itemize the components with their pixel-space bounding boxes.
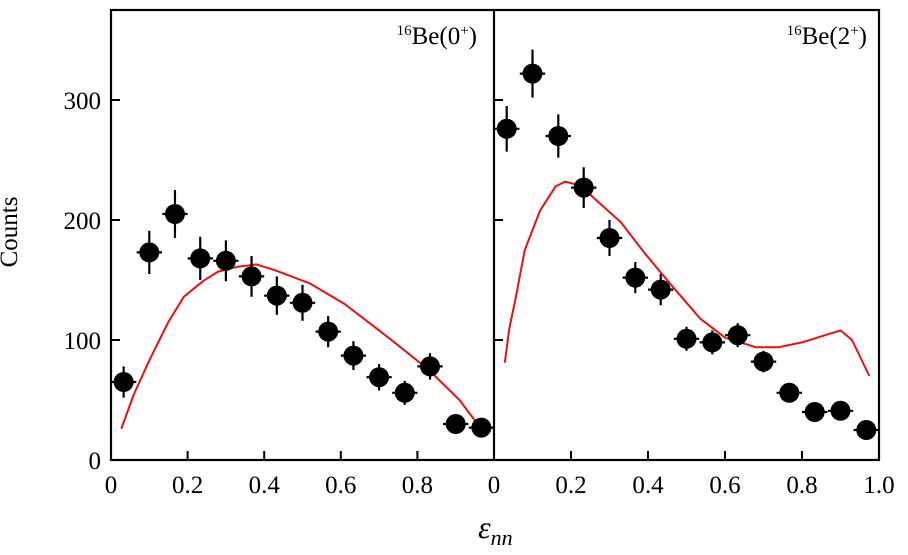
panel-label-1-text: Be(2 bbox=[802, 23, 851, 50]
model-curve-0 bbox=[120, 263, 476, 430]
data-point-1-10 bbox=[750, 350, 777, 373]
data-point-1-4 bbox=[596, 220, 623, 256]
panel-label-0-mass: 16 bbox=[397, 23, 413, 39]
x-axis-title-sub: nn bbox=[491, 525, 513, 550]
data-point-0-0 bbox=[111, 366, 137, 398]
data-point-0-13 bbox=[443, 414, 469, 434]
x-axis-title-main: ε bbox=[478, 509, 491, 545]
data-marker bbox=[856, 420, 877, 440]
data-marker bbox=[496, 118, 517, 139]
y-tick-label-3: 300 bbox=[64, 88, 102, 115]
data-point-1-11 bbox=[776, 382, 802, 403]
data-point-1-0 bbox=[494, 106, 520, 152]
axis-ticks: 0 0.2 0.4 0.6 0.8 0 0.2 0.4 0.6 0.8 1.0 0 100 200 300 bbox=[64, 88, 895, 499]
data-point-0-9 bbox=[340, 341, 367, 370]
data-marker bbox=[753, 351, 774, 372]
data-point-0-11 bbox=[392, 380, 418, 405]
data-point-0-2 bbox=[162, 190, 188, 238]
plot-frames bbox=[109, 8, 881, 462]
data-marker bbox=[650, 279, 671, 300]
x-tick-label-1-5: 1.0 bbox=[863, 472, 894, 499]
data-marker bbox=[369, 367, 390, 388]
x-axis-title: εnn bbox=[478, 509, 513, 550]
data-point-1-7 bbox=[673, 326, 700, 351]
data-marker bbox=[292, 292, 313, 313]
y-tick-label-2: 200 bbox=[64, 208, 102, 235]
y-tick-label-1: 100 bbox=[64, 328, 102, 355]
data-marker bbox=[266, 285, 287, 306]
x-tick-label-1-0: 0 bbox=[488, 472, 501, 499]
model-curve-1 bbox=[503, 180, 871, 377]
panel-label-0-close: ) bbox=[469, 23, 477, 50]
data-marker bbox=[548, 126, 569, 146]
x-tick-label-1-2: 0.4 bbox=[632, 472, 664, 499]
data-marker bbox=[139, 242, 160, 263]
panel-label-1-close: ) bbox=[859, 23, 867, 50]
data-marker bbox=[190, 248, 211, 269]
data-marker bbox=[113, 372, 134, 392]
data-point-1-14 bbox=[853, 420, 879, 440]
data-point-1-3 bbox=[571, 167, 597, 208]
y-tick-label-0: 0 bbox=[89, 448, 102, 475]
data-marker bbox=[830, 400, 851, 421]
data-point-0-1 bbox=[136, 230, 162, 274]
x-tick-label-0-0: 0 bbox=[105, 472, 118, 499]
data-point-1-8 bbox=[699, 330, 725, 355]
x-tick-label-0-3: 0.6 bbox=[325, 472, 356, 499]
data-point-1-2 bbox=[545, 114, 571, 158]
data-marker bbox=[471, 417, 492, 438]
y-axis-title: Counts bbox=[0, 197, 23, 268]
data-point-0-8 bbox=[315, 316, 341, 348]
panel-label-1-mass: 16 bbox=[787, 23, 803, 39]
data-marker bbox=[318, 321, 339, 342]
data-marker bbox=[164, 204, 185, 224]
data-point-1-1 bbox=[519, 49, 546, 98]
data-marker bbox=[522, 63, 543, 84]
data-marker bbox=[804, 402, 825, 422]
data-marker bbox=[599, 228, 620, 248]
data-marker bbox=[445, 414, 466, 434]
panel-label-1-sup: + bbox=[850, 23, 858, 39]
x-tick-label-1-4: 0.8 bbox=[786, 472, 817, 499]
data-marker bbox=[676, 328, 697, 349]
data-point-1-13 bbox=[827, 400, 854, 421]
data-marker bbox=[573, 177, 594, 198]
data-marker bbox=[702, 332, 723, 353]
x-tick-label-1-1: 0.2 bbox=[555, 472, 586, 499]
panel-label-0-sup: + bbox=[460, 23, 468, 39]
data-point-0-3 bbox=[187, 236, 213, 280]
data-marker bbox=[779, 382, 800, 403]
data-point-0-12 bbox=[417, 353, 443, 380]
x-tick-label-1-3: 0.6 bbox=[709, 472, 740, 499]
data-marker bbox=[420, 356, 441, 377]
data-marker bbox=[625, 267, 646, 288]
data-point-1-6 bbox=[648, 274, 674, 306]
model-curves bbox=[120, 180, 871, 430]
data-marker bbox=[343, 345, 364, 366]
data-point-0-6 bbox=[264, 276, 290, 315]
data-points bbox=[111, 49, 879, 440]
data-point-1-12 bbox=[802, 402, 828, 422]
panel-label-1: 16Be(2+) bbox=[787, 23, 867, 50]
data-marker bbox=[241, 266, 262, 287]
x-tick-label-0-2: 0.4 bbox=[249, 472, 281, 499]
data-point-1-9 bbox=[725, 323, 751, 348]
x-tick-label-0-1: 0.2 bbox=[172, 472, 203, 499]
panel-label-0-text: Be(0 bbox=[412, 23, 461, 50]
data-point-0-10 bbox=[366, 364, 392, 391]
data-marker bbox=[727, 325, 748, 346]
data-point-0-14 bbox=[468, 417, 494, 438]
data-point-1-5 bbox=[622, 262, 648, 294]
data-point-0-7 bbox=[289, 284, 316, 321]
data-marker bbox=[215, 250, 236, 271]
data-point-0-4 bbox=[213, 240, 239, 282]
data-point-0-5 bbox=[238, 256, 265, 297]
x-tick-label-0-4: 0.8 bbox=[402, 472, 433, 499]
panel-label-0: 16Be(0+) bbox=[397, 23, 477, 50]
data-marker bbox=[394, 382, 415, 403]
